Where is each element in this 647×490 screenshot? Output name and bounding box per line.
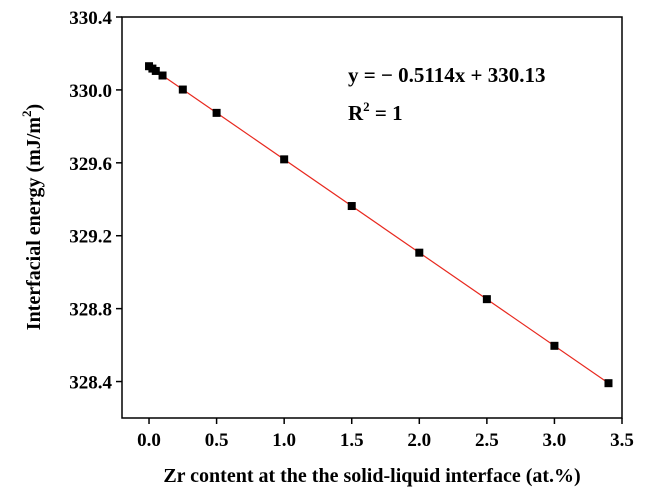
- plot-frame: [121, 16, 623, 419]
- y-tick-label: 328.8: [69, 300, 112, 321]
- x-axis: 0.0 0.5 1.0 1.5 2.0 2.5 3.0 3.5: [137, 418, 634, 451]
- x-tick-label: 3.5: [610, 430, 634, 451]
- data-point: [178, 85, 187, 94]
- y-axis-title-superscript: 2: [19, 110, 34, 117]
- data-point: [158, 71, 167, 80]
- equation-annotation: y = − 0.5114x + 330.13: [348, 63, 546, 87]
- y-axis-title: Interfacial energy (mJ/m2): [19, 104, 45, 330]
- y-tick-label: 329.6: [69, 154, 112, 175]
- y-tick-label: 330.4: [69, 8, 112, 29]
- y-tick-label: 328.4: [69, 373, 112, 394]
- r-squared-annotation: R2 = 1: [348, 99, 403, 125]
- x-tick-label: 2.5: [475, 430, 499, 451]
- x-axis-title: Zr content at the the solid-liquid inter…: [163, 465, 580, 487]
- y-axis: 328.4 328.8 329.2 329.6 330.0 330.4: [69, 8, 122, 394]
- data-point: [482, 295, 491, 304]
- x-tick-label: 0.0: [137, 430, 161, 451]
- data-point: [415, 248, 424, 257]
- x-tick-label: 1.0: [272, 430, 296, 451]
- y-axis-title-close: ): [23, 104, 45, 111]
- y-tick-label: 329.2: [69, 227, 112, 248]
- data-point: [212, 108, 221, 117]
- data-point: [280, 155, 289, 164]
- data-point: [550, 341, 559, 350]
- x-tick-label: 2.0: [407, 430, 431, 451]
- data-point: [151, 66, 160, 75]
- r-squared-superscript: 2: [363, 99, 370, 114]
- data-point: [347, 202, 356, 211]
- fit-line: [148, 65, 609, 384]
- y-tick-label: 330.0: [69, 81, 112, 102]
- data-points: [145, 62, 613, 388]
- r-squared-symbol: R: [348, 101, 364, 125]
- x-tick-label: 1.5: [340, 430, 364, 451]
- y-axis-title-main: Interfacial energy (mJ/m: [23, 117, 45, 331]
- x-tick-label: 3.0: [543, 430, 567, 451]
- data-point: [604, 379, 613, 388]
- r-squared-value: = 1: [370, 101, 403, 125]
- x-tick-label: 0.5: [205, 430, 229, 451]
